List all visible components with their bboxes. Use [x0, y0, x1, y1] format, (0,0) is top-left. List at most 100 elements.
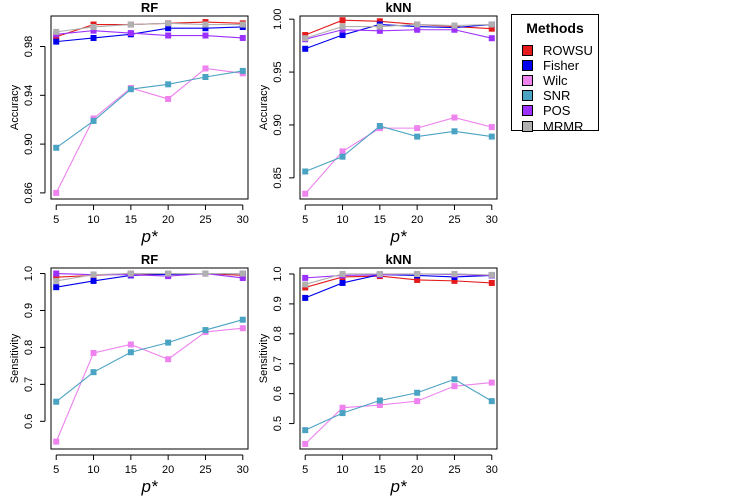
y-tick-label: 0.6: [272, 386, 284, 401]
series-line: [304, 382, 492, 445]
data-point: [53, 274, 60, 281]
y-tick-label: 0.6: [23, 414, 35, 429]
data-point: [239, 325, 246, 332]
series-line: [305, 274, 492, 299]
data-point: [302, 281, 309, 288]
data-point: [339, 148, 346, 155]
x-tick-label: 25: [199, 214, 211, 226]
x-tick-label: 25: [448, 464, 460, 476]
data-point: [488, 279, 495, 286]
x-tick-label: 30: [486, 464, 498, 476]
data-point: [53, 438, 60, 445]
panel-3: RF 5 10 15 20 25 30 p* 0.6 0.7 0.8 0.9 1.0 Sensitivit…: [9, 252, 249, 496]
data-point: [414, 125, 421, 132]
data-point: [339, 32, 346, 39]
data-point: [451, 114, 458, 121]
legend-title: Methods: [526, 20, 584, 36]
data-point: [90, 34, 97, 41]
series-line: [305, 125, 492, 173]
y-tick-label: 0.90: [272, 114, 284, 135]
x-axis-label: p*: [389, 227, 407, 246]
legend-item-pos: POS: [522, 103, 570, 119]
series-line: [305, 19, 492, 36]
series-line: [56, 26, 243, 43]
data-point: [488, 379, 495, 386]
series-line: [305, 23, 492, 39]
data-point: [488, 25, 495, 32]
data-point: [202, 21, 209, 28]
data-point: [53, 144, 60, 151]
legend-item-wilc: Wilc: [522, 72, 568, 88]
data-point: [302, 45, 309, 52]
data-point: [339, 23, 346, 30]
x-tick-label: 15: [125, 214, 137, 226]
data-point: [339, 26, 346, 33]
data-point: [376, 270, 383, 277]
y-axis-label: Sensitivity: [258, 333, 270, 383]
data-point: [339, 17, 346, 24]
plot-frame: [50, 267, 249, 450]
series-mrmr: [53, 270, 246, 284]
series-line: [56, 272, 243, 282]
data-point: [339, 153, 346, 160]
y-tick-label: 0.9: [272, 296, 284, 311]
x-tick-label: 5: [302, 214, 308, 226]
data-point: [90, 271, 97, 278]
data-point: [53, 270, 60, 277]
data-point: [127, 21, 134, 28]
data-point: [165, 81, 172, 88]
data-point: [165, 32, 172, 39]
data-point: [414, 133, 421, 140]
x-tick-label: 10: [87, 214, 99, 226]
series-pos: [302, 26, 495, 43]
data-point: [53, 284, 60, 291]
legend-swatch: [522, 120, 533, 132]
y-tick-label: 0.8: [23, 340, 35, 355]
data-point: [488, 35, 495, 42]
data-point: [202, 32, 209, 39]
legend-label: Wilc: [543, 72, 568, 88]
data-point: [90, 117, 97, 124]
data-point: [488, 133, 495, 140]
x-tick-label: 15: [125, 464, 137, 476]
x-tick-label: 20: [162, 464, 174, 476]
panel-title: RF: [141, 252, 158, 267]
y-axis-label: Accuracy: [9, 84, 21, 130]
y-tick-label: 0.86: [23, 182, 35, 203]
data-point: [239, 270, 246, 277]
x-tick-label: 10: [336, 464, 348, 476]
x-axis-label: p*: [140, 477, 158, 496]
data-point: [376, 397, 383, 404]
data-point: [165, 339, 172, 346]
y-tick-label: 0.98: [23, 36, 35, 57]
series-mrmr: [53, 20, 246, 35]
legend-item-rowsu: ROWSU: [522, 42, 593, 58]
y-tick-label: 0.9: [23, 303, 35, 318]
data-point: [127, 341, 134, 348]
data-point: [414, 21, 421, 28]
data-point: [165, 20, 172, 27]
data-point: [239, 21, 246, 28]
x-tick-label: 30: [237, 214, 249, 226]
data-point: [451, 270, 458, 277]
plot-frame: [299, 267, 498, 450]
y-tick-label: 0.90: [23, 133, 35, 154]
data-point: [414, 398, 421, 405]
x-tick-label: 25: [199, 464, 211, 476]
data-point: [451, 26, 458, 33]
data-point: [414, 276, 421, 283]
legend-label: POS: [543, 103, 571, 119]
legend-swatch: [522, 74, 533, 86]
data-point: [376, 402, 383, 409]
data-point: [451, 22, 458, 29]
panel-title: RF: [141, 0, 158, 15]
data-point: [302, 294, 309, 301]
data-point: [202, 65, 209, 72]
data-point: [414, 26, 421, 33]
legend-swatch: [522, 59, 533, 71]
data-point: [302, 274, 309, 281]
legend-item-snr: SNR: [522, 88, 570, 104]
data-point: [165, 25, 172, 32]
data-point: [451, 383, 458, 390]
